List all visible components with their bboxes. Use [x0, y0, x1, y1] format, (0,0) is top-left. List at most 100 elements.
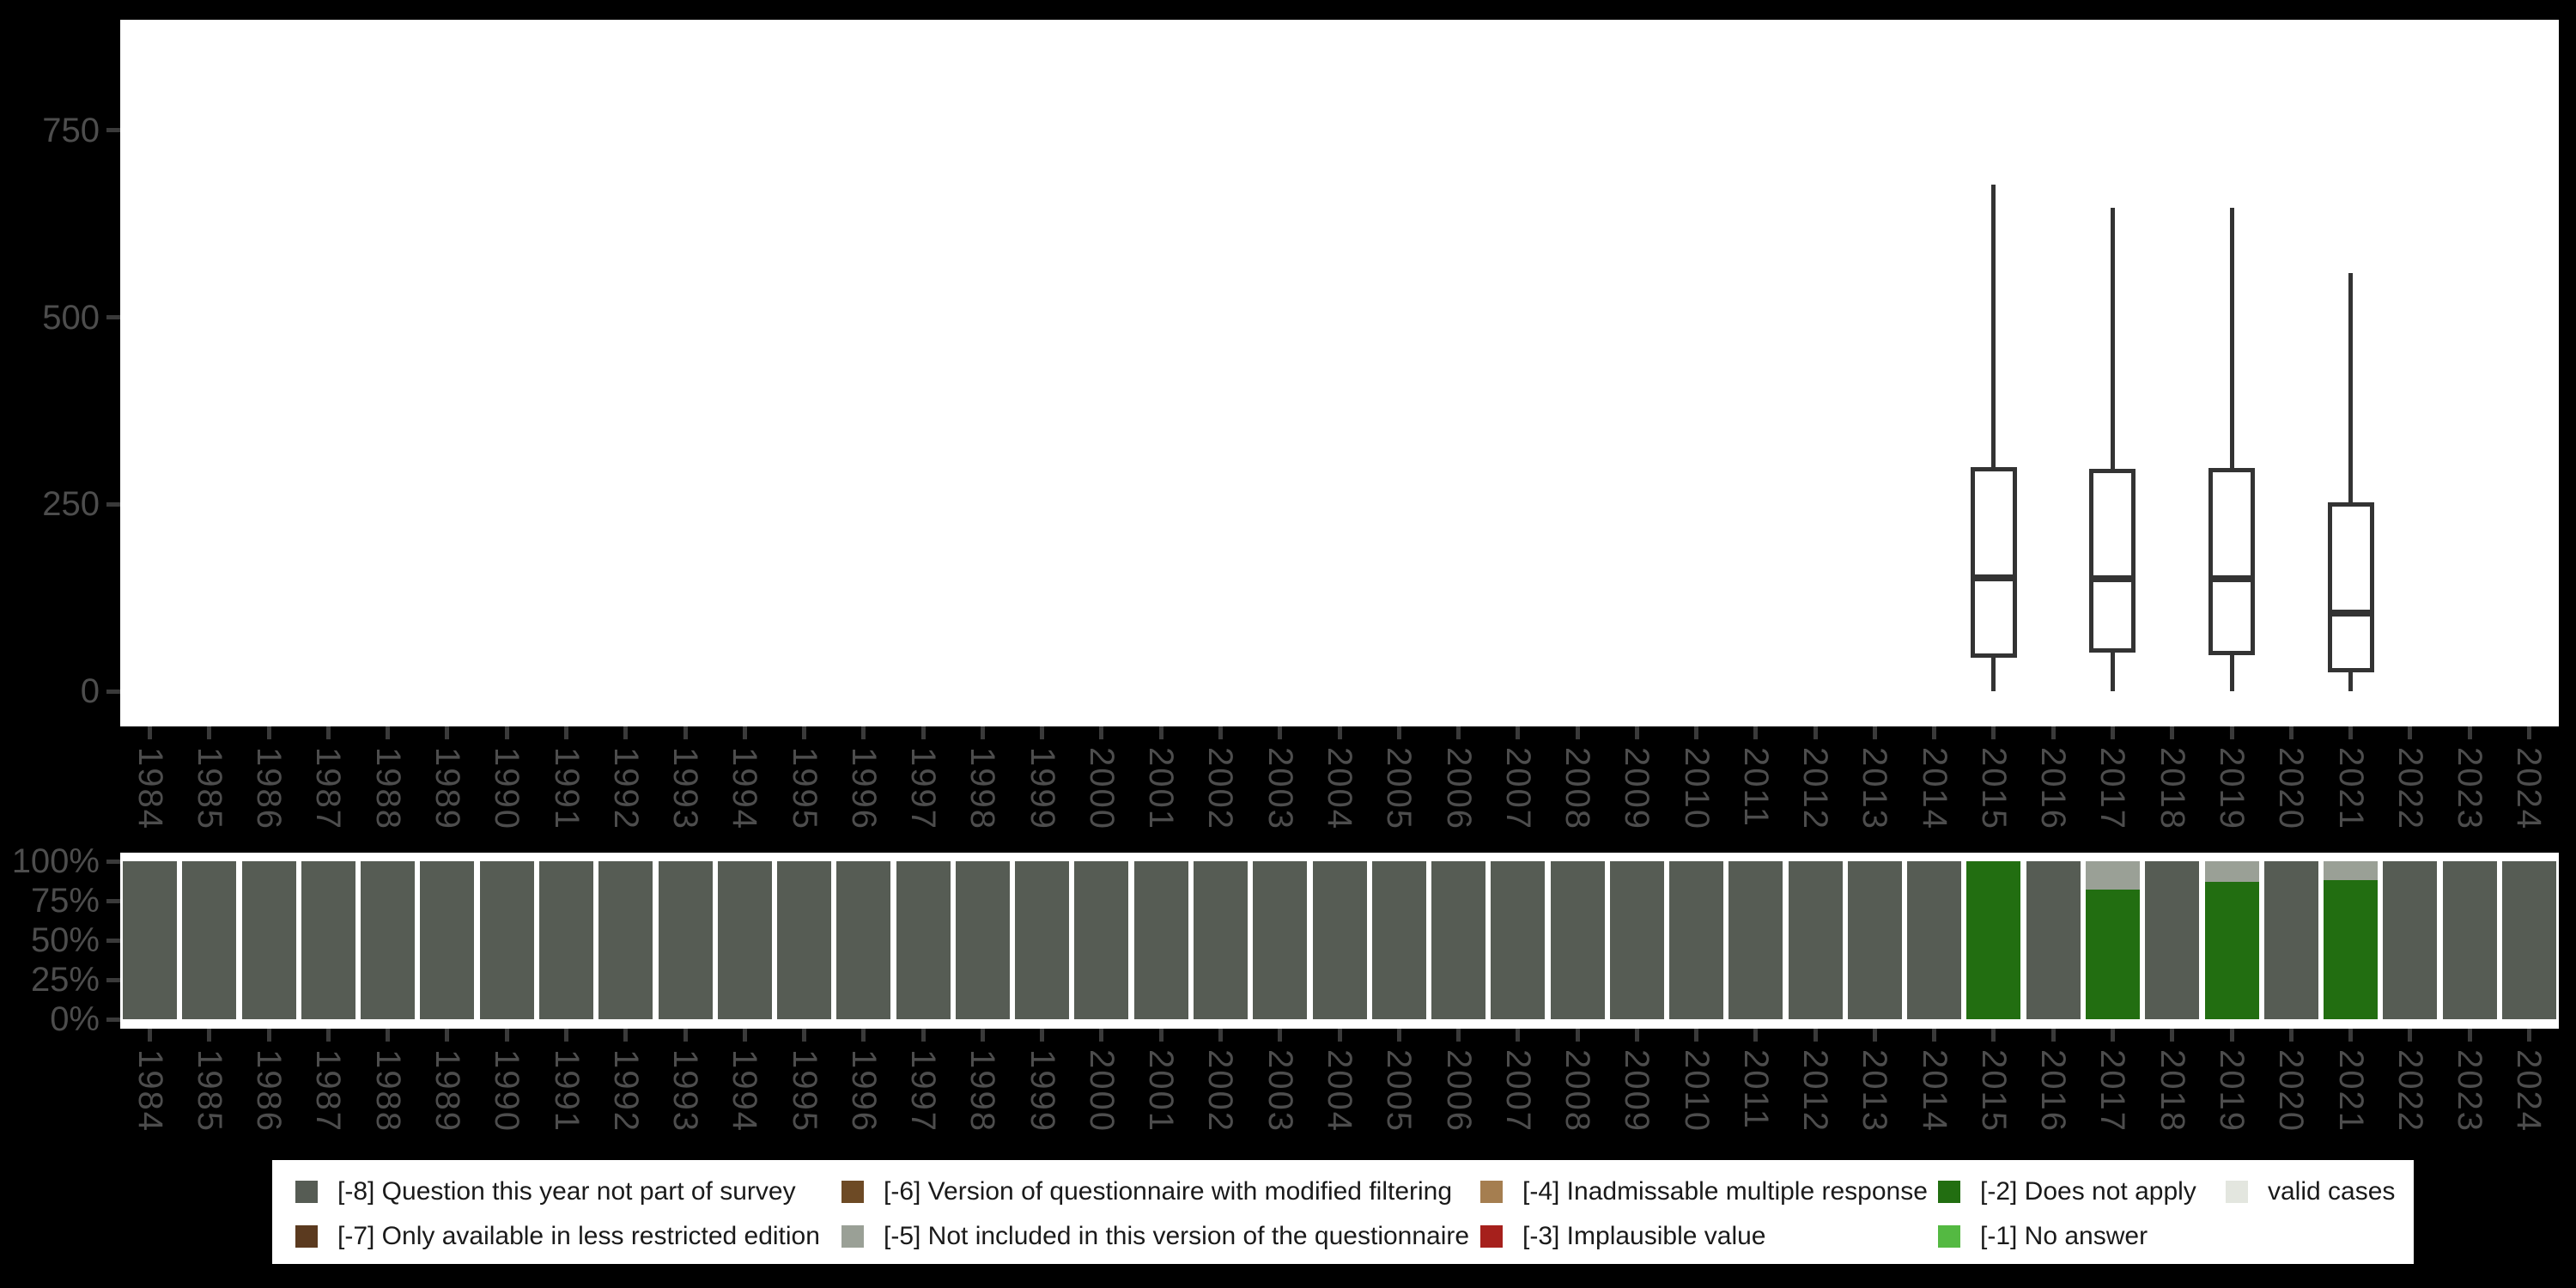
- x-tick-label-text: 1984: [131, 1049, 169, 1133]
- y-tick-label: 750: [42, 111, 100, 149]
- x-tick-label-text: 2007: [1498, 1049, 1537, 1133]
- x-tick-label-text: 2012: [1796, 747, 1835, 830]
- x-tick-label-text: 1996: [844, 1049, 883, 1133]
- x-tick: [386, 1029, 391, 1042]
- x-tick-label-text: 2002: [1201, 747, 1240, 830]
- x-tick-label-text: 1986: [250, 1049, 289, 1133]
- x-tick: [2110, 726, 2115, 739]
- y-tick: [106, 898, 120, 903]
- y-tick-label: 0: [80, 672, 100, 710]
- boxplot-2021-box: [2327, 501, 2374, 673]
- legend-label-neg6: [-6] Version of questionnaire with modif…: [884, 1177, 1453, 1206]
- x-tick: [1694, 1029, 1699, 1042]
- x-tick-label-text: 2018: [2153, 747, 2191, 830]
- x-tick-label-text: 2011: [1736, 747, 1775, 829]
- x-tick-label-text: 2019: [2213, 747, 2251, 830]
- x-tick-label-text: 1984: [131, 747, 169, 830]
- boxplot-2021-lower-whisker: [2348, 672, 2354, 691]
- x-tick: [1337, 1029, 1342, 1042]
- y-tick: [106, 128, 120, 133]
- x-tick: [1099, 726, 1104, 739]
- x-tick: [2467, 1029, 2472, 1042]
- bar-2018-segment-neg8: [2145, 861, 2200, 1019]
- bar-2012-segment-neg8: [1788, 861, 1843, 1019]
- x-tick-label-text: 1991: [547, 1049, 586, 1133]
- x-tick: [742, 726, 747, 739]
- legend-label-neg1: [-1] No answer: [1980, 1222, 2148, 1250]
- x-tick: [1634, 1029, 1639, 1042]
- x-tick: [1575, 726, 1580, 739]
- x-tick: [325, 726, 331, 739]
- bar-1994-segment-neg8: [717, 861, 772, 1019]
- x-tick-label-text: 1992: [606, 1049, 645, 1133]
- x-tick-label-text: 2004: [1321, 1049, 1358, 1133]
- y-tick-label: 250: [42, 485, 100, 524]
- x-tick-label-text: 2008: [1558, 747, 1597, 830]
- x-tick: [207, 726, 212, 739]
- x-tick: [564, 726, 568, 739]
- bar-1991-segment-neg8: [539, 861, 593, 1019]
- x-tick-label-text: 2003: [1261, 747, 1299, 830]
- legend-swatch-neg4: [1480, 1181, 1503, 1203]
- x-tick: [2288, 1029, 2293, 1042]
- x-tick: [1516, 1029, 1521, 1042]
- x-tick-label-text: 2022: [2391, 1049, 2429, 1133]
- x-tick: [207, 1029, 212, 1042]
- x-tick-label-text: 1996: [844, 747, 883, 830]
- x-tick-label-text: 2014: [1915, 747, 1953, 830]
- x-tick-label-text: 2003: [1261, 1049, 1299, 1133]
- legend-swatch-neg2: [1938, 1181, 1960, 1203]
- x-tick-label-text: 2023: [2451, 747, 2489, 830]
- boxplot-2015-upper-whisker: [1991, 184, 1996, 467]
- x-tick: [742, 1029, 747, 1042]
- legend-swatch-neg5: [841, 1225, 864, 1248]
- x-tick: [504, 1029, 509, 1042]
- x-tick: [325, 1029, 331, 1042]
- x-tick: [1456, 1029, 1461, 1042]
- x-tick: [2526, 726, 2531, 739]
- x-tick: [861, 1029, 866, 1042]
- x-tick-label-text: 1990: [488, 747, 526, 830]
- x-tick-label-text: 2019: [2213, 1049, 2251, 1133]
- boxplot-2019-median: [2208, 575, 2256, 583]
- x-tick: [1218, 1029, 1223, 1042]
- x-tick-label-text: 2001: [1142, 1049, 1181, 1133]
- x-tick-label-text: 2009: [1618, 747, 1656, 830]
- x-tick-label-text: 2024: [2510, 747, 2549, 830]
- x-tick: [2526, 1029, 2531, 1042]
- x-tick: [1872, 726, 1877, 739]
- boxplot-2015-median: [1970, 574, 2017, 581]
- x-tick-label-text: 2012: [1796, 1049, 1835, 1133]
- x-tick: [504, 726, 509, 739]
- legend-label-neg8: [-8] Question this year not part of surv…: [337, 1177, 796, 1206]
- x-tick-label-text: 2010: [1677, 747, 1716, 830]
- boxplot-2019-upper-whisker: [2229, 208, 2234, 468]
- bar-2005-segment-neg8: [1371, 861, 1426, 1019]
- bar-2003-segment-neg8: [1253, 861, 1308, 1019]
- legend-swatch-valid: [2226, 1181, 2248, 1203]
- legend-swatch-neg6: [841, 1181, 864, 1203]
- x-tick-label-text: 1992: [606, 747, 645, 830]
- x-tick-label-text: 2008: [1558, 1049, 1597, 1133]
- y-tick: [106, 859, 120, 864]
- x-tick-label-text: 2017: [2093, 1049, 2132, 1133]
- x-tick: [1991, 726, 1996, 739]
- x-tick-label-text: 1987: [309, 1049, 348, 1133]
- bar-1996-segment-neg8: [836, 861, 891, 1019]
- x-tick-label-text: 2009: [1618, 1049, 1656, 1133]
- x-tick-label-text: 2013: [1856, 1049, 1894, 1133]
- x-tick-label-text: 2024: [2510, 1049, 2549, 1133]
- x-tick-label-text: 1998: [963, 747, 1002, 830]
- y-tick: [106, 501, 120, 507]
- x-tick: [2170, 1029, 2175, 1042]
- x-tick: [802, 726, 807, 739]
- x-tick: [148, 1029, 153, 1042]
- boxplot-2017-median: [2089, 575, 2136, 583]
- bar-2006-segment-neg8: [1431, 861, 1486, 1019]
- legend-label-neg7: [-7] Only available in less restricted e…: [337, 1222, 820, 1250]
- x-tick: [2467, 726, 2472, 739]
- x-tick: [1753, 726, 1759, 739]
- x-tick-label-text: 2006: [1439, 1049, 1478, 1133]
- x-tick-label-text: 2000: [1082, 1049, 1121, 1133]
- x-tick: [1516, 726, 1521, 739]
